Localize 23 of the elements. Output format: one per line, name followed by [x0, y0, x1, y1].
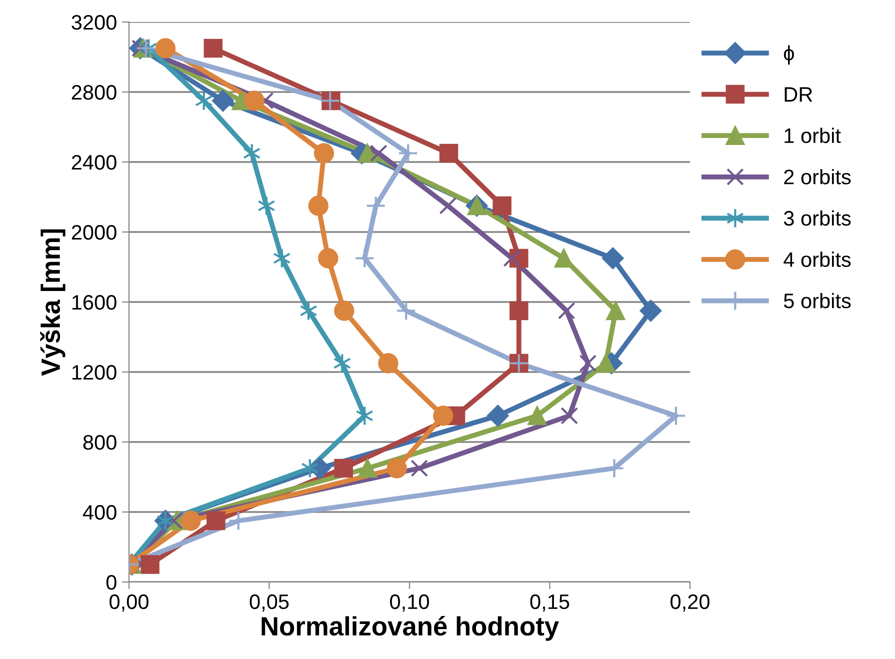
x-tick-label: 0,15 [530, 594, 570, 612]
x-tick-label: 0,20 [670, 594, 710, 612]
x-tick-label: 0,00 [110, 594, 148, 612]
legend-label: 2 orbits [784, 169, 851, 184]
x-tick-label: 0,05 [250, 594, 289, 612]
y-tick-label: 2400 [72, 155, 116, 170]
y-tick-label: 2000 [72, 225, 116, 240]
y-tick-label: 1200 [72, 365, 116, 380]
y-tick-label: 1600 [72, 295, 116, 310]
x-tick-label: 0,10 [390, 594, 429, 612]
legend-label: 1 orbit [784, 128, 841, 144]
legend-label: 3 orbits [784, 210, 851, 226]
legend-label: DR [784, 87, 812, 102]
legend-label: 5 orbits [784, 292, 851, 308]
x-axis-title: Normalizované hodnoty [262, 616, 559, 641]
y-tick-label: 400 [82, 505, 116, 520]
y-tick-label: 2800 [72, 85, 116, 100]
y-axis-title: Výška [mm] [40, 229, 66, 376]
legend-label: 4 orbits [784, 252, 851, 267]
y-tick-label: 0 [106, 575, 116, 590]
legend-label: ϕ [784, 45, 794, 65]
y-tick-label: 3200 [72, 15, 116, 30]
y-tick-label: 800 [83, 435, 116, 450]
